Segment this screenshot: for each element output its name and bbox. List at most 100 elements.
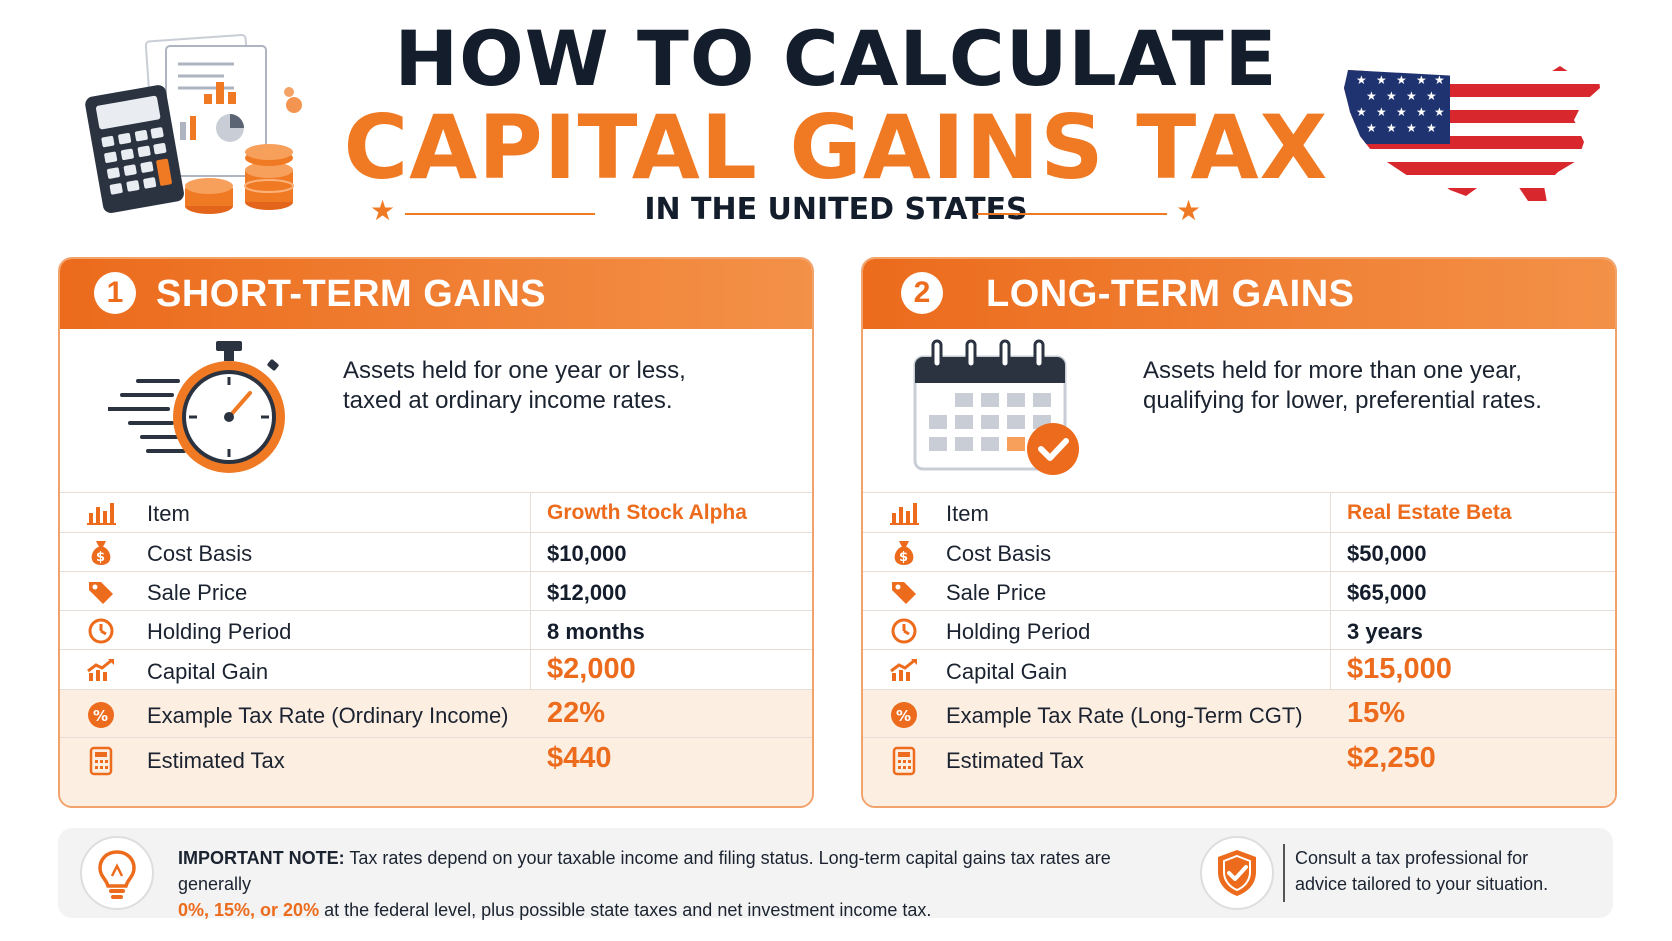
clock-icon [887, 617, 921, 650]
row-value: 3 years [1347, 619, 1423, 644]
title-line2: CAPITAL GAINS TAX [343, 96, 1329, 199]
trend-up-icon [887, 657, 921, 688]
svg-text:★: ★ [1376, 73, 1387, 87]
note-text: IMPORTANT NOTE: Tax rates depend on your… [178, 845, 1138, 923]
svg-text:★: ★ [1366, 89, 1377, 103]
row-label: Capital Gain [946, 659, 1068, 684]
svg-text:%: % [896, 707, 911, 725]
money-bag-icon: $ [887, 539, 921, 572]
row-value: $10,000 [547, 541, 627, 566]
table-column-divider [1330, 492, 1331, 804]
note-divider [1283, 844, 1285, 902]
svg-text:$: $ [96, 550, 105, 565]
long-term-header: 2 LONG-TERM GAINS [863, 259, 1615, 329]
row-value: $2,250 [1347, 742, 1436, 774]
table-column-divider [530, 492, 531, 804]
row-label: Sale Price [946, 580, 1047, 605]
table-row: $ Cost Basis $50,000 [863, 532, 1615, 572]
table-row: % Example Tax Rate (Ordinary Income) 22% [60, 689, 812, 738]
title-line1: HOW TO CALCULATE [394, 14, 1278, 103]
consult-line1: Consult a tax professional for [1295, 848, 1529, 868]
number-badge-1: 1 [94, 272, 136, 314]
long-term-description: Assets held for more than one year, qual… [1143, 356, 1542, 416]
table-row: Capital Gain $2,000 [60, 649, 812, 690]
svg-text:★: ★ [1434, 105, 1445, 119]
svg-text:★: ★ [1376, 105, 1387, 119]
clock-icon [84, 617, 118, 650]
svg-text:★: ★ [1386, 89, 1397, 103]
long-term-panel: 2 LONG-TERM GAINS Assets held for more t… [861, 257, 1617, 808]
note-rates: 0%, 15%, or 20% [178, 900, 320, 920]
row-value: $440 [547, 742, 612, 774]
svg-text:★: ★ [1396, 73, 1407, 87]
short-term-desc-line2: taxed at ordinary income rates. [343, 387, 673, 414]
consult-text: Consult a tax professional for advice ta… [1295, 845, 1595, 897]
star-icon-right: ★ [1176, 195, 1202, 226]
long-term-desc-line2: qualifying for lower, preferential rates… [1143, 387, 1542, 414]
row-value: Growth Stock Alpha [547, 501, 747, 524]
bar-chart-icon [887, 501, 921, 530]
row-label: Estimated Tax [147, 748, 285, 773]
price-tag-icon [84, 578, 118, 611]
subtitle: IN THE UNITED STATES [644, 192, 1028, 227]
svg-text:★: ★ [1406, 121, 1417, 135]
row-label: Item [946, 501, 989, 526]
svg-text:★: ★ [1416, 105, 1427, 119]
table-row: Item Real Estate Beta [863, 492, 1615, 533]
table-row: % Example Tax Rate (Long-Term CGT) 15% [863, 689, 1615, 738]
calculator-small-icon [84, 746, 118, 781]
table-row: Holding Period 8 months [60, 610, 812, 650]
row-value: $65,000 [1347, 580, 1427, 605]
calendar-check-icon [913, 339, 1079, 475]
svg-text:★: ★ [1426, 121, 1437, 135]
note-label: IMPORTANT NOTE: [178, 848, 345, 868]
us-flag-map-icon: ★ ★ ★ ★ ★ ★ ★ ★ ★ ★ ★ ★ ★ ★ ★ ★ ★ ★ [1344, 66, 1600, 210]
row-label: Cost Basis [147, 541, 253, 566]
svg-text:★: ★ [1426, 89, 1437, 103]
svg-text:★: ★ [1366, 121, 1377, 135]
row-label: Example Tax Rate (Long-Term CGT) [946, 703, 1303, 728]
svg-text:★: ★ [1396, 105, 1407, 119]
svg-text:★: ★ [1416, 73, 1427, 87]
table-row: Sale Price $65,000 [863, 571, 1615, 611]
consult-line2: advice tailored to your situation. [1295, 874, 1549, 894]
calculator-small-icon [887, 746, 921, 781]
calculator-coins-illustration [85, 33, 302, 214]
short-term-header: 1 SHORT-TERM GAINS [60, 259, 812, 329]
trend-up-icon [84, 657, 118, 688]
row-label: Cost Basis [946, 541, 1052, 566]
note-text-part1: Tax rates depend on your taxable income … [178, 848, 1111, 894]
short-term-desc-line1: Assets held for one year or less, [343, 357, 686, 384]
percent-icon: % [84, 700, 118, 735]
short-term-title: SHORT-TERM GAINS [156, 273, 547, 315]
stopwatch-icon [108, 341, 285, 473]
money-bag-icon: $ [84, 539, 118, 572]
row-value: $15,000 [1347, 653, 1452, 685]
table-row: $ Cost Basis $10,000 [60, 532, 812, 572]
svg-text:★: ★ [1434, 73, 1445, 87]
row-label: Sale Price [147, 580, 248, 605]
svg-text:$: $ [899, 550, 908, 565]
note-text-part2: at the federal level, plus possible stat… [319, 900, 932, 920]
row-label: Example Tax Rate (Ordinary Income) [147, 703, 509, 728]
lightbulb-icon [80, 836, 154, 910]
number-badge-2: 2 [901, 272, 943, 314]
row-value: $50,000 [1347, 541, 1427, 566]
short-term-panel: 1 SHORT-TERM GAINS Assets held for one y… [58, 257, 814, 808]
percent-icon: % [887, 700, 921, 735]
table-row: Holding Period 3 years [863, 610, 1615, 650]
row-label: Estimated Tax [946, 748, 1084, 773]
svg-text:★: ★ [1356, 73, 1367, 87]
table-row: Estimated Tax $440 [60, 737, 812, 806]
row-value: $2,000 [547, 653, 636, 685]
price-tag-icon [887, 578, 921, 611]
table-row: Estimated Tax $2,250 [863, 737, 1615, 806]
calculator-icon [85, 85, 184, 213]
short-term-description: Assets held for one year or less, taxed … [343, 356, 686, 416]
row-value: 8 months [547, 619, 645, 644]
long-term-title: LONG-TERM GAINS [986, 273, 1355, 315]
long-term-desc-line1: Assets held for more than one year, [1143, 357, 1522, 384]
row-value: 15% [1347, 697, 1406, 729]
subtitle-rule-right [977, 213, 1167, 215]
row-label: Holding Period [147, 619, 292, 644]
